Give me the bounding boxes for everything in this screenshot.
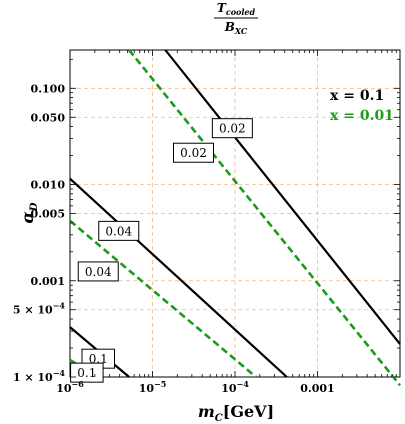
y-tick-labels: 1 × 10−4 5 × 10−4 0.001 0.005 0.010 0.050 0.10… xyxy=(13,82,66,384)
contour-label-text-0: 0.02 xyxy=(219,122,246,136)
contour-label-box-5 xyxy=(70,362,104,383)
contour-label-2: 0.04 xyxy=(98,220,140,241)
legend-entry-1: x = 0.01 xyxy=(330,108,394,124)
contour-label-1: 0.02 xyxy=(172,142,214,163)
contour-label-text-5: 0.1 xyxy=(77,366,96,380)
contour-label-box-3 xyxy=(77,261,119,282)
x-tick-label-2: 10−4 xyxy=(221,379,249,395)
x-tick-label-3: 0.001 xyxy=(300,382,334,395)
series-line-2 xyxy=(69,177,288,378)
contour-labels: 0.020.020.040.040.10.1 xyxy=(70,118,253,383)
y-tick-label-6: 0.100 xyxy=(31,82,66,95)
x-tick-label-1: 10−5 xyxy=(139,379,167,395)
x-tick-label-0: 10−6 xyxy=(56,379,84,395)
contour-label-box-1 xyxy=(172,142,214,163)
y-tick-label-1: 5 × 10−4 xyxy=(13,301,66,317)
chart-title: Tcooled BXC xyxy=(214,1,258,36)
series-line-3 xyxy=(69,219,257,378)
title-denominator: BXC xyxy=(224,20,248,36)
contour-label-3: 0.04 xyxy=(77,261,119,282)
y-tick-label-0: 1 × 10−4 xyxy=(13,368,66,384)
title-numerator: Tcooled xyxy=(217,1,256,17)
y-tick-label-5: 0.050 xyxy=(31,111,66,124)
legend: x = 0.1 x = 0.01 xyxy=(330,88,394,124)
legend-entry-0: x = 0.1 xyxy=(330,88,384,104)
contour-label-5: 0.1 xyxy=(70,362,104,383)
contour-label-text-1: 0.02 xyxy=(180,146,207,160)
y-tick-label-2: 0.001 xyxy=(31,275,65,288)
series-line-1 xyxy=(128,49,402,387)
series-line-0 xyxy=(164,49,401,345)
x-tick-labels: 10−6 10−5 10−4 0.001 xyxy=(56,379,335,395)
x-axis-label: mC[GeV] xyxy=(198,402,274,424)
y-tick-label-4: 0.010 xyxy=(31,179,66,192)
contour-label-box-0 xyxy=(211,118,253,139)
contour-label-text-2: 0.04 xyxy=(105,224,132,238)
contour-label-text-3: 0.04 xyxy=(85,265,112,279)
axis-ticks xyxy=(69,50,400,378)
contour-label-box-2 xyxy=(98,220,140,241)
y-tick-label-3: 0.005 xyxy=(31,208,65,221)
contour-label-0: 0.02 xyxy=(211,118,253,139)
y-axis-label: αD xyxy=(18,202,40,223)
